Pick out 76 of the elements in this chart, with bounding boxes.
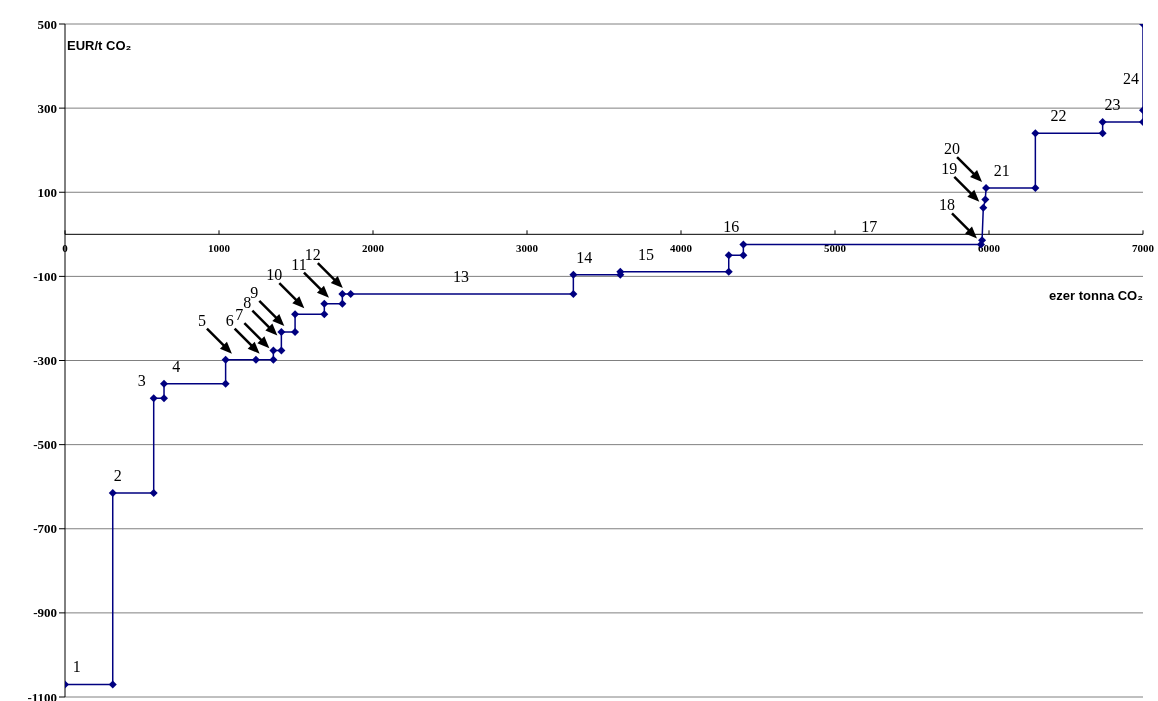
point [291,310,300,319]
annotation: 21 [993,162,1010,180]
annotation: 11 [291,255,307,273]
point [149,394,158,403]
point [982,184,991,193]
point [160,379,169,388]
x-tick-label: 4000 [670,242,693,255]
y-tick-label: 500 [37,16,57,32]
annotation: 4 [172,357,181,375]
point [291,327,300,336]
x-tick-label: 0 [62,242,69,255]
annotation: 3 [137,372,146,390]
y-tick-label: -300 [33,353,57,369]
y-tick-label: 100 [37,184,57,200]
annotation: 19 [941,159,958,177]
annotation: 18 [938,196,955,214]
point [569,290,578,299]
point [160,394,169,403]
annotation: 12 [304,246,321,264]
point [277,327,286,336]
point [269,346,278,355]
annotation: 23 [1104,96,1121,114]
annotation: 8 [243,293,252,311]
x-tick-label: 1000 [208,242,231,255]
point [320,310,329,319]
point [108,680,117,689]
x-tick-label: 2000 [362,242,385,255]
point [739,240,748,249]
x-axis-title: ezer tonna CO₂ [1049,288,1144,304]
point [320,299,329,308]
point [251,355,260,364]
y-tick-label: 300 [37,100,57,116]
annotation: 15 [637,245,654,263]
annotation: 17 [861,218,878,236]
x-tick-label: 3000 [516,242,539,255]
x-tick-label: 5000 [824,242,847,255]
annotation: 14 [576,248,593,266]
point [277,346,286,355]
point [569,270,578,279]
y-tick-label: -1100 [27,689,57,701]
point [724,251,733,260]
point [739,251,748,260]
point [221,355,230,364]
annotation: 9 [250,283,259,301]
y-axis-title: EUR/t CO₂ [67,38,132,53]
point [724,267,733,276]
annotation: 20 [944,140,961,158]
annotation: 22 [1050,107,1067,125]
annotation: 13 [453,268,470,286]
point [1098,129,1107,138]
annotation: 7 [235,306,244,324]
point [346,290,355,299]
annotation: 6 [225,311,234,329]
x-tick-label: 6000 [978,242,1001,255]
point [221,379,230,388]
annotation: 5 [197,311,206,329]
point [979,203,988,212]
y-tick-label: -900 [33,605,57,621]
y-tick-label: -100 [33,268,57,284]
point [1098,118,1107,127]
point [108,489,117,497]
annotation: 2 [113,467,122,484]
point [1031,184,1040,193]
point [338,299,347,308]
annotation: 10 [266,266,283,284]
point [1031,129,1040,138]
annotation: 24 [1123,69,1139,87]
y-tick-label: -500 [33,437,57,453]
y-tick-label: -700 [33,521,57,537]
point [149,489,158,497]
point [269,355,278,364]
x-tick-label: 7000 [1132,242,1155,255]
annotation: 1 [72,658,81,676]
annotation: 16 [723,218,740,236]
point [338,290,347,299]
point [981,195,990,204]
